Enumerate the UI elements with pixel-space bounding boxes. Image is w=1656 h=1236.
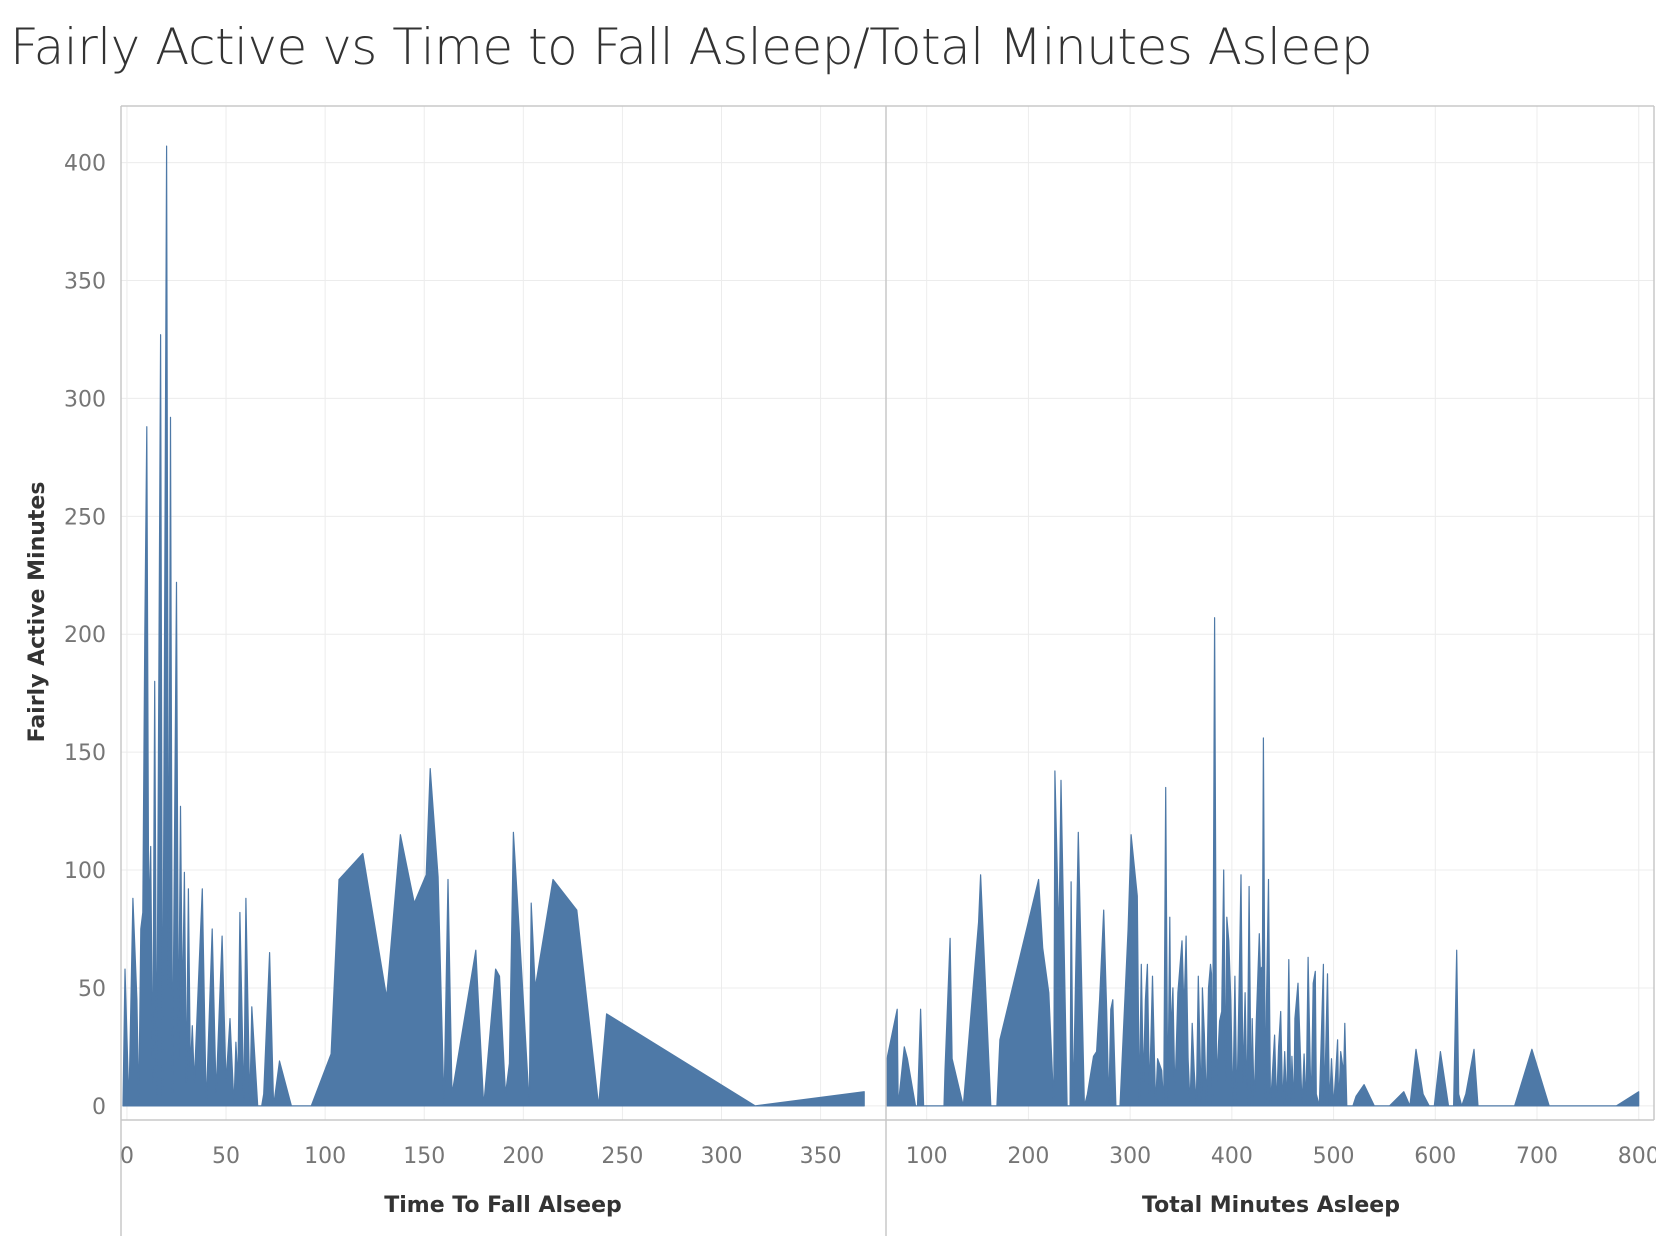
- x-axis-title-left: Time To Fall Alseep: [384, 1193, 622, 1218]
- axes-frame: [120, 105, 1655, 1236]
- x-tick-label: 800: [1618, 1144, 1656, 1169]
- x-tick-label: 700: [1516, 1144, 1558, 1169]
- y-tick-label: 400: [64, 152, 106, 177]
- area-series-panel-0: [122, 145, 865, 1107]
- y-tick-label: 300: [64, 387, 106, 412]
- y-axis-title: Fairly Active Minutes: [25, 482, 50, 743]
- x-tick-label: 300: [701, 1144, 743, 1169]
- data-series: [122, 145, 1640, 1107]
- chart-title: Fairly Active vs Time to Fall Asleep/Tot…: [10, 18, 1373, 76]
- y-tick-label: 150: [64, 741, 106, 766]
- y-tick-label: 200: [64, 623, 106, 648]
- y-tick-label: 250: [64, 505, 106, 530]
- x-tick-label: 400: [1211, 1144, 1253, 1169]
- x-tick-label: 50: [212, 1144, 240, 1169]
- x-tick-label: 600: [1414, 1144, 1456, 1169]
- y-tick-label: 100: [64, 859, 106, 884]
- x-tick-label: 100: [304, 1144, 346, 1169]
- x-tick-label: 500: [1313, 1144, 1355, 1169]
- y-tick-label: 0: [92, 1095, 106, 1120]
- x-tick-label: 250: [601, 1144, 643, 1169]
- y-tick-label: 350: [64, 270, 106, 295]
- x-tick-label: 100: [906, 1144, 948, 1169]
- x-tick-label: 200: [1007, 1144, 1049, 1169]
- x-tick-label: 0: [120, 1144, 134, 1169]
- x-tick-label: 200: [502, 1144, 544, 1169]
- y-tick-label: 50: [78, 977, 106, 1002]
- gridlines: [121, 106, 1654, 1120]
- area-series-panel-1: [886, 617, 1640, 1107]
- x-axis-title-right: Total Minutes Asleep: [1142, 1193, 1400, 1218]
- x-tick-label: 350: [800, 1144, 842, 1169]
- x-tick-label: 300: [1109, 1144, 1151, 1169]
- x-tick-label: 150: [403, 1144, 445, 1169]
- tick-labels: 0 50 100 150 200 250 300 350 400 0 50 100 150 200 250 3…: [64, 152, 1656, 1169]
